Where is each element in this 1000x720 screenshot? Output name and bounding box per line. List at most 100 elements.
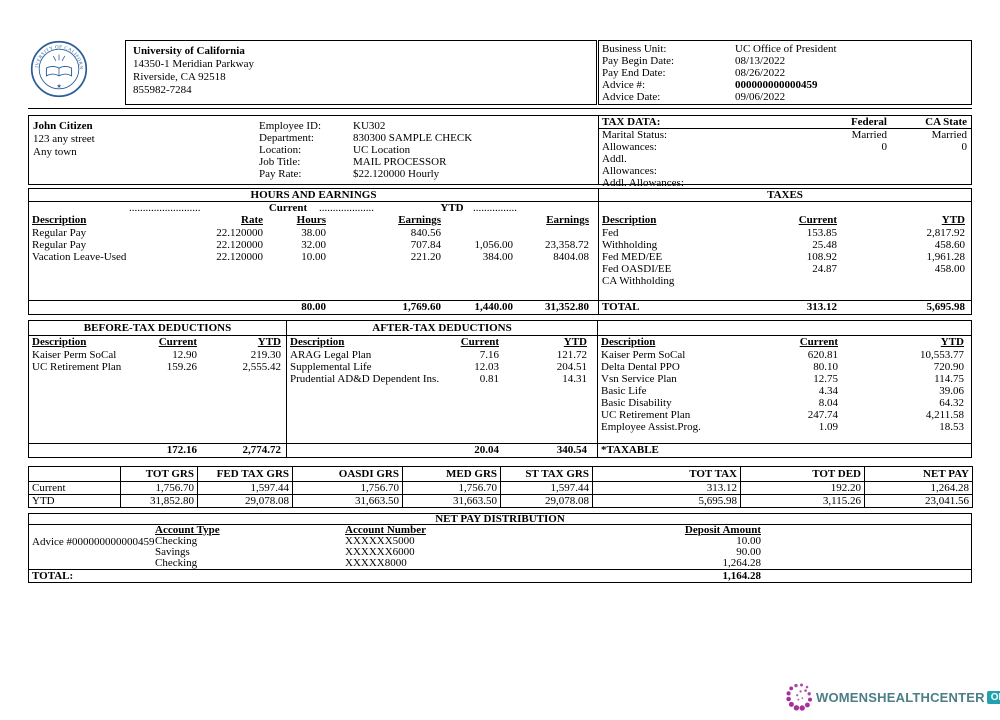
pay-end-date-value: 08/26/2022 <box>735 67 786 79</box>
tax-data-row-label: Marital Status: <box>602 129 668 141</box>
employee-detail-value: KU302 <box>353 120 386 132</box>
current-label: Current <box>268 202 308 214</box>
earnings-rate: 22.120000 <box>216 227 263 239</box>
distribution-total-label: TOTAL: <box>32 570 74 582</box>
taxes-total-ytd: 5,695.98 <box>926 301 966 313</box>
summary-net-pay: 23,041.56 <box>864 494 973 508</box>
benefit-row: Basic Disability 8.04 64.32 <box>598 397 971 409</box>
uc-seal-logo: UNIVERSITY OF CALIFORNIA ★ <box>30 40 88 98</box>
earnings-current: 840.56 <box>410 227 441 239</box>
hours-earnings-title: HOURS AND EARNINGS <box>29 189 598 202</box>
benefit-row: Vsn Service Plan 12.75 114.75 <box>598 373 971 385</box>
taxes-total-label: TOTAL <box>602 301 640 313</box>
distribution-rows: Checking XXXXXX5000 10.00 Savings XXXXXX… <box>29 536 971 569</box>
benefit-ytd: 4,211.58 <box>925 409 964 421</box>
benefit-row: Basic Life 4.34 39.06 <box>598 385 971 397</box>
account-number: XXXXXX6000 <box>345 546 415 558</box>
summary-header-cell: ST TAX GRS <box>500 466 593 482</box>
account-type: Savings <box>155 546 190 558</box>
current-column-header: Current <box>460 336 499 348</box>
summary-tot-tax: 313.12 <box>592 481 741 495</box>
earnings-ytd: 8404.08 <box>553 251 589 263</box>
benefit-current: 80.10 <box>813 361 838 373</box>
benefit-description: Basic Disability <box>601 397 672 409</box>
deduction-row: Kaiser Perm SoCal 12.90 219.30 <box>29 349 286 361</box>
tax-data-rows: Marital Status: Married Married Allowanc… <box>599 129 971 189</box>
account-number: XXXXXX5000 <box>345 535 415 547</box>
benefit-ytd: 720.90 <box>933 361 964 373</box>
advice-date-label: Advice Date: <box>602 91 661 103</box>
footer-tld-badge: ORG <box>986 690 1000 704</box>
dots-leader: ................ <box>473 202 517 214</box>
tax-current: 153.85 <box>806 227 837 239</box>
summary-body: Current 1,756.70 1,597.44 1,756.70 1,756… <box>28 481 973 508</box>
employee-detail-label: Department: <box>259 132 314 144</box>
summary-row-label: Current <box>28 481 121 495</box>
taxes-total-current: 313.12 <box>806 301 837 313</box>
earnings-ytd-hours: 1,056.00 <box>474 239 514 251</box>
taxable-footnote: *TAXABLE <box>601 444 659 456</box>
distribution-row: Checking XXXXXX5000 10.00 <box>29 536 971 547</box>
summary-tot-grs: 1,756.70 <box>120 481 198 495</box>
pay-summary-table: TOT GRS FED TAX GRS OASDI GRS MED GRS ST… <box>28 466 973 508</box>
benefit-ytd: 114.75 <box>934 373 964 385</box>
earnings-rate: 22.120000 <box>216 239 263 251</box>
deduction-ytd: 204.51 <box>556 361 587 373</box>
hours-earnings-rows: Regular Pay 22.120000 38.00 840.56 Regul… <box>29 227 598 263</box>
employee-detail-label: Job Title: <box>259 156 301 168</box>
deduction-description: Kaiser Perm SoCal <box>32 349 117 361</box>
benefit-ytd: 10,553.77 <box>920 349 964 361</box>
business-unit-label: Business Unit: <box>602 43 667 55</box>
tax-data-section: TAX DATA: Federal CA State Marital Statu… <box>599 116 971 189</box>
account-number: XXXXX8000 <box>345 557 407 569</box>
tax-ytd <box>837 275 965 287</box>
after-tax-total-ytd: 340.54 <box>556 444 587 456</box>
advice-number-value: 000000000000459 <box>735 79 818 91</box>
deduction-description: Prudential AD&D Dependent Ins. <box>290 373 440 385</box>
tax-data-federal-value <box>752 165 887 177</box>
taxes-section: TAXES Description Current YTD Fed 153.85… <box>599 189 971 314</box>
advice-date-value: 09/06/2022 <box>735 91 786 103</box>
business-unit-value: UC Office of President <box>735 43 837 55</box>
benefit-ytd: 39.06 <box>939 385 964 397</box>
tax-data-row: Allowances: 0 0 <box>599 141 971 153</box>
employer-paid-footnote-row: *TAXABLE <box>598 443 971 457</box>
after-tax-totals-row: 20.04 340.54 <box>287 443 597 457</box>
employee-detail-label: Employee ID: <box>259 120 322 132</box>
tax-description: Withholding <box>602 239 658 251</box>
dots-swirl-icon <box>786 683 812 711</box>
total-ytd-hours: 1,440.00 <box>474 301 514 313</box>
employee-detail-row: Employee ID: KU302 <box>259 120 472 132</box>
after-tax-column-headers: Description Current YTD <box>287 336 597 349</box>
deduction-current: 7.16 <box>479 349 499 361</box>
earnings-rate: 22.120000 <box>216 251 263 263</box>
earnings-row: Vacation Leave-Used 22.120000 10.00 221.… <box>29 251 598 263</box>
tax-ytd: 2,817.92 <box>926 227 966 239</box>
ytd-column-header: YTD <box>257 336 281 348</box>
employer-paid-benefits: Description Current YTD Kaiser Perm SoCa… <box>598 321 971 457</box>
spacer <box>287 385 597 443</box>
vertical-divider <box>598 116 599 184</box>
benefit-description: Vsn Service Plan <box>601 373 677 385</box>
earnings-row: Regular Pay 22.120000 38.00 840.56 <box>29 227 598 239</box>
horizontal-divider <box>28 108 972 109</box>
benefit-current: 12.75 <box>813 373 838 385</box>
tax-row: Fed 153.85 2,817.92 <box>599 227 971 239</box>
deductions-section: BEFORE-TAX DEDUCTIONS Description Curren… <box>28 320 972 458</box>
federal-column-header: Federal <box>850 116 887 128</box>
tax-data-row: Marital Status: Married Married <box>599 129 971 141</box>
hours-and-earnings: HOURS AND EARNINGS .....................… <box>29 189 598 314</box>
distribution-row: Checking XXXXX8000 1,264.28 <box>29 558 971 569</box>
deduction-current: 12.03 <box>474 361 499 373</box>
hours-earnings-subheader: .......................... Current .....… <box>29 202 598 214</box>
summary-fed-tax-grs: 29,078.08 <box>197 494 293 508</box>
rate-column-header: Rate <box>241 214 263 226</box>
tax-data-row-label: Addl. <box>602 153 627 165</box>
deduction-ytd: 14.31 <box>562 373 587 385</box>
employee-detail-row: Pay Rate: $22.120000 Hourly <box>259 168 472 180</box>
description-column-header: Description <box>32 214 87 226</box>
tax-data-state-value <box>887 165 967 177</box>
deduction-row: Supplemental Life 12.03 204.51 <box>287 361 597 373</box>
ytd-earnings-column-header: Earnings <box>546 214 589 226</box>
employee-address-block: John Citizen 123 any street Any town <box>33 120 95 159</box>
